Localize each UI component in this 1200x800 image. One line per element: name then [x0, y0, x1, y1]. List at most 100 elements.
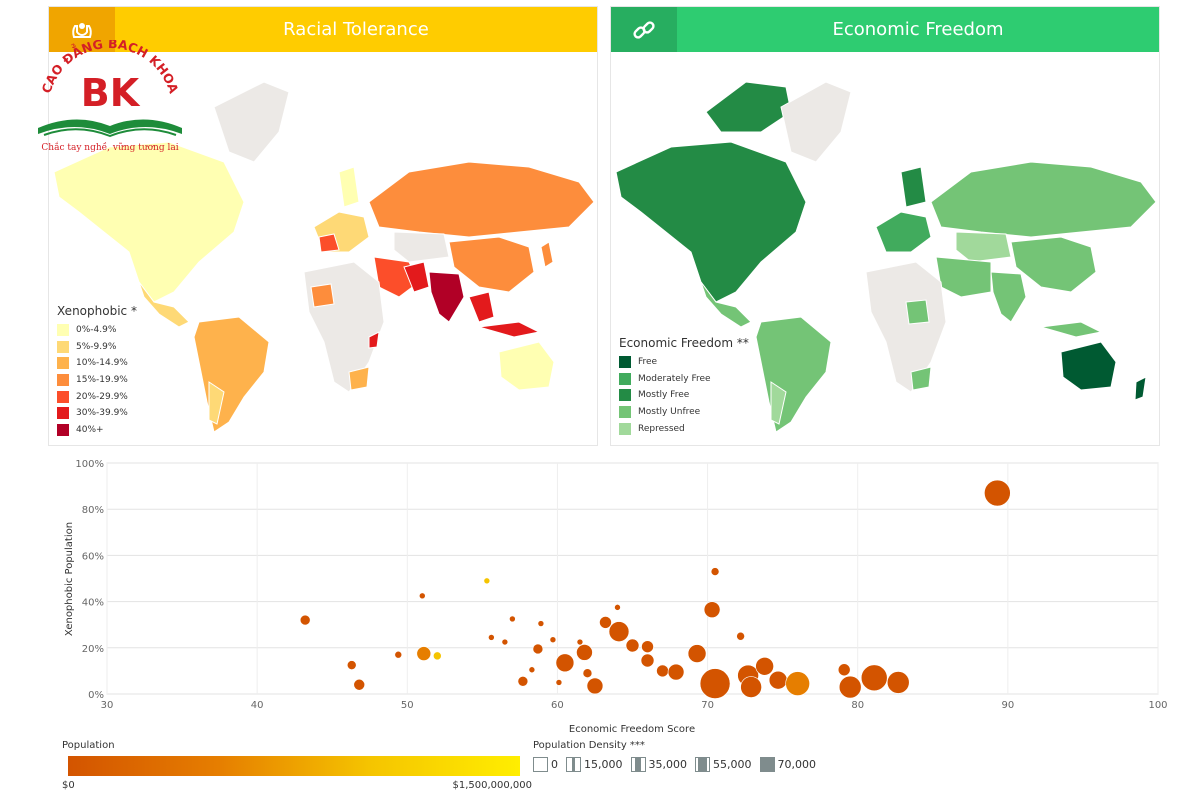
x-tick-label: 80: [851, 700, 864, 711]
bubble-point[interactable]: [488, 634, 495, 641]
density-label: 55,000: [713, 758, 752, 771]
x-tick-label: 100: [1148, 700, 1167, 711]
density-label: 0: [551, 758, 558, 771]
bubble-point[interactable]: [416, 646, 432, 661]
legend-row-2[interactable]: Mostly Free: [619, 387, 749, 404]
density-label: 15,000: [584, 758, 623, 771]
bubble-point[interactable]: [346, 660, 357, 670]
legend-label: Moderately Free: [638, 373, 711, 384]
legend-label: 0%-4.9%: [76, 325, 117, 336]
y-tick-label: 100%: [75, 459, 104, 470]
legend-row-1[interactable]: Moderately Free: [619, 371, 749, 388]
bubble-point[interactable]: [625, 638, 640, 653]
bubble-point[interactable]: [703, 601, 721, 618]
y-tick-label: 80%: [82, 505, 104, 516]
bubble-point[interactable]: [687, 644, 707, 663]
bubble-point[interactable]: [582, 668, 593, 679]
bubble-point[interactable]: [740, 676, 762, 698]
legend-label: 30%-39.9%: [76, 408, 128, 419]
legend-label: 10%-14.9%: [76, 358, 128, 369]
bubble-point[interactable]: [537, 620, 545, 627]
bubble-point[interactable]: [528, 666, 536, 674]
legend-label: 20%-29.9%: [76, 391, 128, 402]
bubble-point[interactable]: [886, 671, 910, 694]
density-item-2: 35,000: [630, 757, 687, 772]
bubble-point[interactable]: [608, 621, 630, 642]
x-axis-title: Economic Freedom Score: [569, 724, 695, 735]
bubble-point[interactable]: [736, 631, 745, 641]
bubble-point[interactable]: [501, 638, 509, 646]
bubble-point[interactable]: [555, 653, 575, 673]
bubble-point[interactable]: [299, 614, 311, 626]
bubble-point[interactable]: [483, 577, 491, 585]
bubble-point[interactable]: [640, 653, 655, 668]
legend-row-3[interactable]: Mostly Unfree: [619, 404, 749, 421]
legend-row-0[interactable]: 0%-4.9%: [57, 322, 137, 339]
x-tick-label: 70: [701, 700, 714, 711]
x-tick-label: 40: [251, 700, 264, 711]
bubble-point[interactable]: [353, 678, 366, 691]
bubble-point[interactable]: [576, 644, 593, 661]
density-swatch: [630, 757, 646, 772]
legend-swatch: [619, 372, 631, 385]
bubble-point[interactable]: [768, 670, 788, 690]
legend-swatch: [57, 390, 69, 403]
bubble-chart[interactable]: 30 40 50 60 70 80 90 100 0% 20% 40% 60% 80% 100% Eco…: [0, 455, 1200, 740]
economic-freedom-legend-title: Economic Freedom **: [619, 336, 749, 350]
bubble-point[interactable]: [785, 671, 810, 696]
density-item-4: 70,000: [759, 757, 816, 772]
racial-tolerance-title: Racial Tolerance: [283, 19, 429, 40]
bubble-point[interactable]: [984, 479, 1011, 507]
legend-row-1[interactable]: 5%-9.9%: [57, 339, 137, 356]
legend-swatch: [57, 340, 69, 353]
legend-row-2[interactable]: 10%-14.9%: [57, 355, 137, 372]
legend-row-6[interactable]: 40%+: [57, 422, 137, 439]
bubble-point[interactable]: [656, 664, 669, 678]
economic-freedom-title: Economic Freedom: [832, 19, 1004, 40]
bubble-point[interactable]: [614, 604, 621, 611]
bubble-point[interactable]: [641, 640, 654, 653]
racial-tolerance-header: Racial Tolerance: [49, 7, 597, 52]
bubble-point[interactable]: [555, 679, 563, 686]
bubble-point[interactable]: [838, 675, 862, 699]
bach-khoa-logo: CAO ĐẲNG BÁCH KHOA BK Chắc tay nghề, vữn…: [38, 40, 182, 153]
legend-swatch: [619, 356, 631, 369]
legend-swatch: [57, 357, 69, 370]
legend-row-4[interactable]: Repressed: [619, 420, 749, 437]
bubble-point[interactable]: [418, 592, 426, 600]
bubble-point[interactable]: [586, 677, 604, 695]
legend-label: Mostly Free: [638, 390, 690, 401]
bubble-point[interactable]: [394, 650, 403, 659]
bubble-point[interactable]: [860, 664, 888, 692]
hands-icon: [49, 7, 115, 52]
legend-row-3[interactable]: 15%-19.9%: [57, 372, 137, 389]
economic-freedom-map[interactable]: [611, 52, 1159, 445]
bubble-point[interactable]: [837, 663, 851, 677]
racial-tolerance-map[interactable]: [49, 52, 597, 445]
bubble-point[interactable]: [699, 668, 731, 699]
x-tick-label: 30: [101, 700, 114, 711]
y-axis-title: Xenophobic Population: [64, 522, 75, 636]
legend-row-4[interactable]: 20%-29.9%: [57, 388, 137, 405]
legend-label: Free: [638, 357, 658, 368]
bubble-point[interactable]: [755, 656, 774, 676]
legend-row-5[interactable]: 30%-39.9%: [57, 405, 137, 422]
density-item-0: 0: [533, 757, 558, 772]
bubble-point[interactable]: [509, 615, 516, 623]
bubble-point[interactable]: [517, 675, 529, 687]
legend-label: Repressed: [638, 423, 685, 434]
bubble-point[interactable]: [433, 651, 442, 661]
bubble-point[interactable]: [576, 638, 584, 646]
bubble-point[interactable]: [599, 616, 612, 629]
population-density-legend: Population Density *** 0 15,000 35,000 5…: [533, 740, 863, 772]
racial-tolerance-panel: Racial Tolerance: [48, 6, 598, 446]
bubble-point[interactable]: [710, 567, 720, 576]
legend-row-0[interactable]: Free: [619, 354, 749, 371]
bubble-point[interactable]: [532, 643, 544, 655]
x-tick-label: 60: [551, 700, 564, 711]
xenophobic-legend: Xenophobic * 0%-4.9% 5%-9.9% 10%-14.9% 1…: [57, 304, 137, 438]
density-swatch: [566, 757, 581, 772]
bubble-point[interactable]: [667, 663, 685, 681]
legend-swatch: [619, 389, 631, 402]
bubble-point[interactable]: [549, 636, 557, 644]
